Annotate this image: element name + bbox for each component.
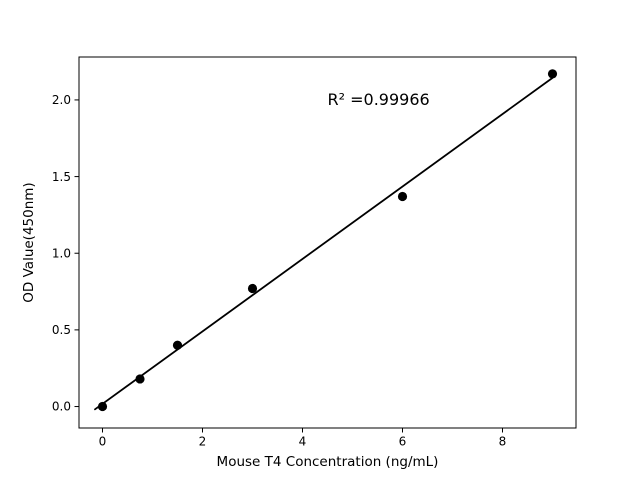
y-tick-label: 2.0 [52, 93, 71, 107]
data-point [547, 69, 558, 79]
y-tick-label: 0.5 [52, 323, 71, 337]
plot-border [78, 56, 577, 429]
x-axis-label: Mouse T4 Concentration (ng/mL) [217, 454, 439, 470]
data-point [397, 191, 408, 202]
y-tick-label: 1.5 [52, 170, 71, 184]
fit-line [94, 76, 554, 411]
data-point [97, 401, 108, 412]
y-tick-label: 0.0 [52, 400, 71, 414]
data-point [172, 340, 183, 350]
data-point [247, 283, 258, 294]
data-point [135, 374, 145, 384]
x-tick-label: 8 [499, 435, 507, 449]
r-squared-annotation: R² =0.99966 [328, 90, 430, 109]
x-tick-label: 0 [99, 435, 107, 449]
y-axis-label: OD Value(450nm) [21, 182, 37, 302]
x-tick-label: 2 [199, 435, 207, 449]
y-tick-label: 1.0 [52, 246, 71, 260]
x-tick-label: 6 [399, 435, 407, 449]
x-tick-label: 4 [299, 435, 307, 449]
